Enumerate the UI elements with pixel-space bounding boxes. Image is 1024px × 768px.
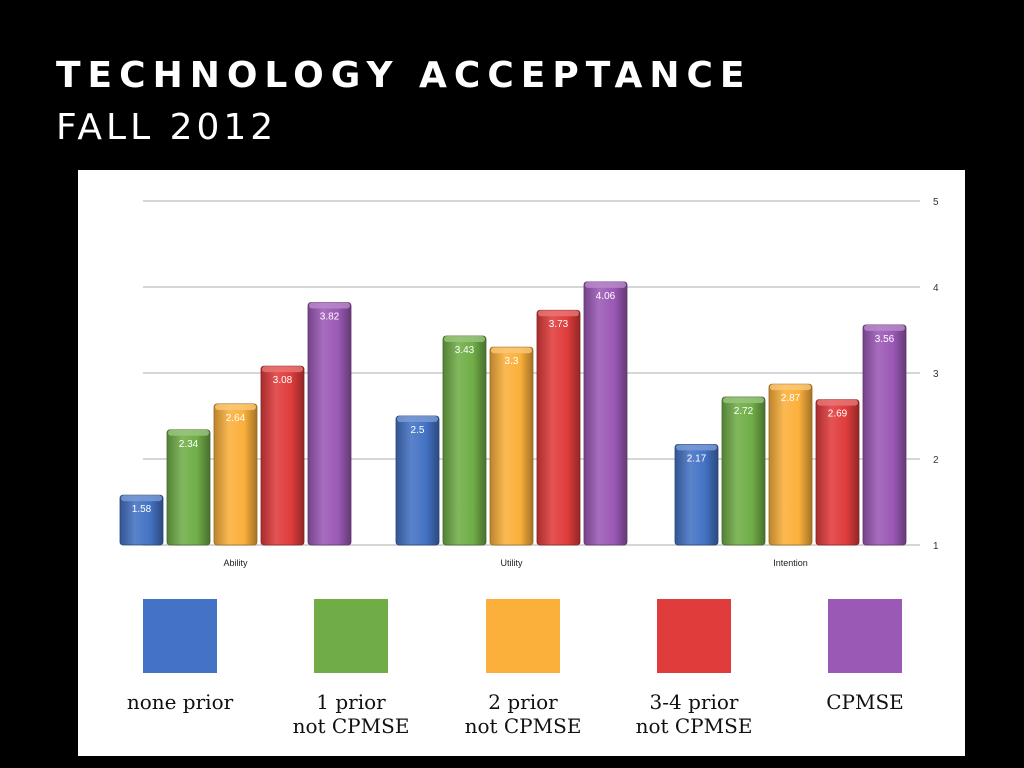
data-label: 3.56 [875,334,895,345]
bar-top-highlight [585,281,626,288]
bar [489,346,534,546]
chart-panel: 1 2 3 4 5 1.58 2.34 2.64 3.08 3.82 Ability 2.5 3.43 3… [78,170,965,756]
data-label: 4.06 [596,291,616,302]
slide-subtitle: FALL 2012 [56,107,278,148]
legend-label-line: 1 prior [316,690,386,714]
y-tick-label: 4 [933,283,939,294]
bar [307,302,352,546]
bar-top-highlight [444,336,485,343]
bar-top-highlight [168,429,209,436]
legend-swatch [657,599,731,673]
legend-label: 3-4 prior not CPMSE [619,690,769,738]
bar-top-highlight [723,397,764,404]
bar [442,335,487,546]
data-label: 1.58 [132,504,152,515]
legend-swatch [486,599,560,673]
bar [862,324,907,546]
category-label: Utility [501,558,523,568]
legend-label-line: 2 prior [488,690,558,714]
legend-label: 1 prior not CPMSE [276,690,426,738]
bar-top-highlight [817,399,858,406]
y-tick-label: 5 [933,197,939,208]
category-label: Ability [223,558,248,568]
bar-top-highlight [262,366,303,373]
category-label: Intention [773,558,808,568]
bar-top-highlight [538,310,579,317]
bar-top-highlight [676,444,717,451]
bar-top-highlight [491,347,532,354]
legend-swatch [314,599,388,673]
data-label: 3.3 [505,356,519,367]
bar-top-highlight [864,324,905,331]
bar-chart: 1 2 3 4 5 1.58 2.34 2.64 3.08 3.82 Ability 2.5 3.43 3… [119,197,939,568]
legend-label-line: not CPMSE [635,714,753,738]
legend-label-line: CPMSE [826,690,904,714]
data-label: 2.34 [179,439,199,450]
bar [213,403,258,546]
bar [536,309,581,546]
bar [583,281,628,546]
data-label: 3.08 [273,375,293,386]
data-label: 2.69 [828,409,848,420]
data-label: 3.82 [320,311,340,322]
data-label: 2.72 [734,406,754,417]
data-label: 3.73 [549,319,569,330]
legend-label: CPMSE [790,690,940,714]
y-tick-label: 2 [933,455,939,466]
slide-title: TECHNOLOGY ACCEPTANCE [56,55,752,96]
bar [815,399,860,546]
y-tick-label: 1 [933,541,939,552]
bar-top-highlight [121,495,162,502]
legend-label-line: not CPMSE [292,714,410,738]
data-label: 3.43 [455,345,475,356]
data-label: 2.17 [687,453,707,464]
bar [260,365,305,546]
legend-label: none prior [105,690,255,714]
bar-top-highlight [397,416,438,422]
bar-top-highlight [309,302,350,309]
data-label: 2.64 [226,413,246,424]
bar [721,396,766,546]
data-label: 2.5 [411,425,425,436]
legend-swatch [143,599,217,673]
bar-top-highlight [215,403,256,410]
bar-top-highlight [770,384,811,391]
bar [119,494,164,546]
legend-label: 2 prior not CPMSE [448,690,598,738]
data-label: 2.87 [781,393,801,404]
y-tick-label: 3 [933,369,939,380]
legend-label-line: not CPMSE [464,714,582,738]
legend-label-line: 3-4 prior [649,690,739,714]
legend-label-line: none prior [126,690,234,714]
legend-swatch [828,599,902,673]
bar [768,383,813,546]
